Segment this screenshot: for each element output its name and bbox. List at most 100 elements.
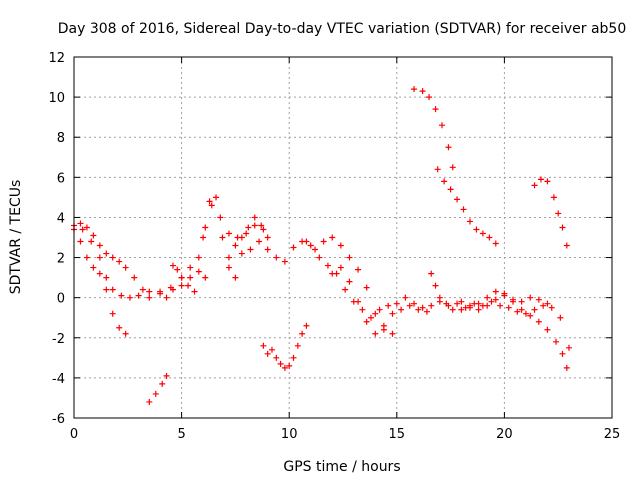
y-tick-label: 6 (57, 171, 65, 186)
data-point (281, 364, 288, 371)
data-point (163, 372, 170, 379)
data-point (320, 238, 327, 245)
y-tick-label: -4 (52, 372, 65, 387)
series-track-14 (428, 270, 570, 371)
data-point (277, 360, 284, 367)
data-point (443, 300, 450, 307)
data-point (342, 286, 349, 293)
data-point (501, 292, 508, 299)
data-point (475, 306, 482, 313)
data-point (479, 230, 486, 237)
series-track-3 (77, 220, 153, 301)
series-track-8 (303, 234, 396, 337)
data-point (535, 318, 542, 325)
data-point (337, 264, 344, 271)
data-point (550, 194, 557, 201)
data-point (411, 300, 418, 307)
data-point (445, 144, 452, 151)
data-point (103, 250, 110, 257)
data-point (514, 308, 521, 315)
data-point (268, 346, 275, 353)
y-tick-label: -2 (52, 332, 65, 347)
y-tick-label: 10 (48, 91, 65, 106)
data-point (441, 178, 448, 185)
data-point (316, 254, 323, 261)
data-point (195, 254, 202, 261)
data-point (200, 234, 207, 241)
series-track-16 (169, 262, 198, 295)
data-point (303, 322, 310, 329)
data-point (522, 310, 529, 317)
x-tick-label: 10 (281, 427, 298, 442)
y-tick-label: 0 (57, 292, 65, 307)
data-point (385, 302, 392, 309)
data-point (260, 342, 267, 349)
plot-frame (73, 56, 613, 419)
data-points (71, 86, 572, 405)
series-track-15 (458, 292, 551, 313)
series-track-12 (434, 166, 499, 247)
data-point (208, 202, 215, 209)
series-track-13 (531, 176, 570, 249)
data-point (449, 164, 456, 171)
data-point (510, 296, 517, 303)
series-track-10 (260, 322, 310, 371)
data-point (329, 270, 336, 277)
data-point (505, 304, 512, 311)
data-point (312, 246, 319, 253)
data-point (264, 350, 271, 357)
y-axis-label: SDTVAR / TECUs (8, 180, 24, 295)
data-point (553, 338, 560, 345)
data-point (131, 274, 138, 281)
data-point (484, 302, 491, 309)
data-point (187, 274, 194, 281)
data-point (466, 302, 473, 309)
data-point (419, 88, 426, 95)
data-point (225, 254, 232, 261)
grid-lines (74, 57, 612, 418)
data-point (466, 218, 473, 225)
data-point (90, 264, 97, 271)
data-point (178, 274, 185, 281)
data-point (152, 390, 159, 397)
data-point (90, 232, 97, 239)
data-point (527, 294, 534, 301)
data-point (118, 292, 125, 299)
series-track-4 (146, 372, 170, 405)
data-point (213, 194, 220, 201)
data-point (531, 182, 538, 189)
data-point (126, 294, 133, 301)
data-point (458, 298, 465, 305)
data-point (367, 314, 374, 321)
data-point (163, 294, 170, 301)
data-point (436, 294, 443, 301)
data-point (492, 288, 499, 295)
chart-title: Day 308 of 2016, Sidereal Day-to-day VTE… (58, 21, 627, 37)
data-point (363, 318, 370, 325)
data-point (122, 264, 129, 271)
data-point (139, 286, 146, 293)
data-point (458, 306, 465, 313)
data-point (563, 242, 570, 249)
data-point (544, 300, 551, 307)
data-point (454, 196, 461, 203)
data-point (247, 246, 254, 253)
data-point (563, 364, 570, 371)
data-point (232, 274, 239, 281)
x-tick-label: 0 (70, 427, 78, 442)
data-point (324, 262, 331, 269)
data-point (559, 350, 566, 357)
data-point (537, 176, 544, 183)
data-point (225, 230, 232, 237)
data-point (380, 322, 387, 329)
data-point (565, 344, 572, 351)
data-point (178, 282, 185, 289)
data-point (555, 210, 562, 217)
y-tick-label: 4 (57, 211, 65, 226)
data-point (559, 224, 566, 231)
data-point (492, 296, 499, 303)
data-point (77, 238, 84, 245)
data-point (434, 166, 441, 173)
data-point (473, 226, 480, 233)
data-point (109, 254, 116, 261)
